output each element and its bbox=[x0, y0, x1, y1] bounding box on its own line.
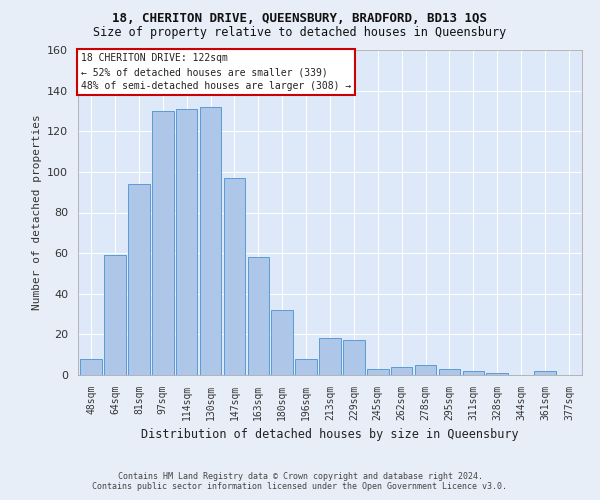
X-axis label: Distribution of detached houses by size in Queensbury: Distribution of detached houses by size … bbox=[141, 428, 519, 442]
Bar bbox=[463, 371, 484, 375]
Bar bbox=[152, 111, 173, 375]
Bar bbox=[343, 340, 365, 375]
Bar bbox=[319, 338, 341, 375]
Text: Contains public sector information licensed under the Open Government Licence v3: Contains public sector information licen… bbox=[92, 482, 508, 491]
Bar bbox=[295, 359, 317, 375]
Bar bbox=[128, 184, 149, 375]
Bar bbox=[487, 373, 508, 375]
Bar bbox=[248, 257, 269, 375]
Bar bbox=[200, 107, 221, 375]
Bar bbox=[176, 109, 197, 375]
Bar bbox=[534, 371, 556, 375]
Text: Size of property relative to detached houses in Queensbury: Size of property relative to detached ho… bbox=[94, 26, 506, 39]
Bar bbox=[224, 178, 245, 375]
Text: 18, CHERITON DRIVE, QUEENSBURY, BRADFORD, BD13 1QS: 18, CHERITON DRIVE, QUEENSBURY, BRADFORD… bbox=[113, 12, 487, 26]
Bar bbox=[415, 365, 436, 375]
Bar bbox=[367, 369, 389, 375]
Text: Contains HM Land Registry data © Crown copyright and database right 2024.: Contains HM Land Registry data © Crown c… bbox=[118, 472, 482, 481]
Bar bbox=[439, 369, 460, 375]
Bar bbox=[80, 359, 102, 375]
Y-axis label: Number of detached properties: Number of detached properties bbox=[32, 114, 41, 310]
Bar bbox=[391, 367, 412, 375]
Bar bbox=[271, 310, 293, 375]
Bar bbox=[104, 255, 126, 375]
Text: 18 CHERITON DRIVE: 122sqm
← 52% of detached houses are smaller (339)
48% of semi: 18 CHERITON DRIVE: 122sqm ← 52% of detac… bbox=[80, 53, 351, 91]
